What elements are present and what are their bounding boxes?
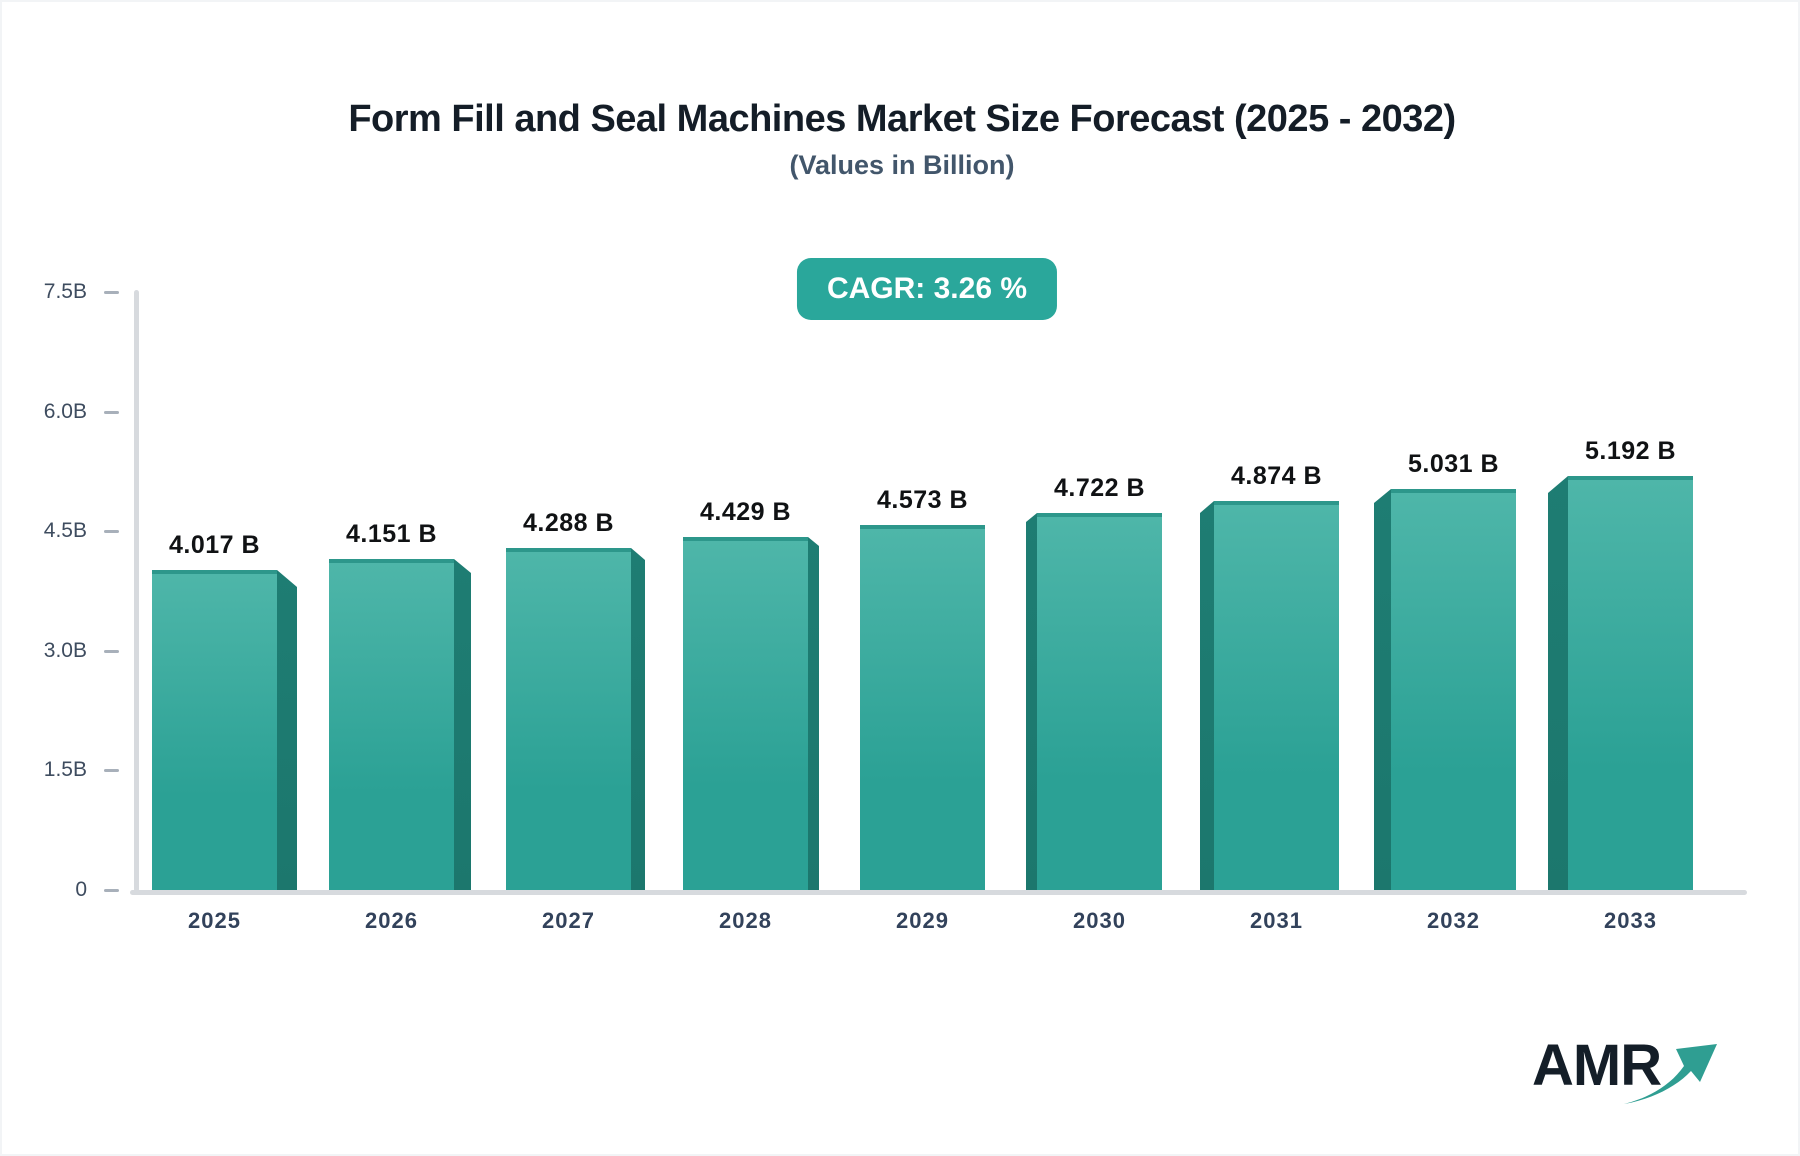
y-tick-dash: [104, 530, 119, 534]
bar-value-label: 4.573 B: [876, 486, 969, 514]
y-tick-label: 3.0B: [43, 638, 87, 662]
bar-value-label: 4.722 B: [1053, 474, 1146, 502]
bar-value-label: 4.874 B: [1230, 462, 1323, 490]
y-tick-label: 1.5B: [43, 758, 87, 782]
bar-front-2030: [1037, 513, 1162, 890]
bar-side-2026: [454, 559, 471, 890]
bar-side-2027: [631, 548, 645, 890]
y-tick-dash: [104, 889, 119, 892]
y-tick-label: 6.0B: [43, 399, 87, 423]
bar-side-2033: [1548, 476, 1568, 890]
chart-subtitle: (Values in Billion): [789, 150, 1015, 180]
amr-logo-text: AMR: [1532, 1033, 1662, 1098]
bar-value-label: 4.429 B: [699, 498, 792, 526]
bar-side-2031: [1200, 501, 1214, 890]
bar-side-2032: [1374, 489, 1391, 890]
bar-value-label: 4.288 B: [522, 509, 615, 537]
x-tick-label: 2032: [1427, 908, 1480, 933]
x-tick-label: 2028: [719, 908, 772, 933]
x-tick-label: 2026: [365, 908, 418, 933]
bar-front-2029: [860, 525, 985, 890]
bar-value-label: 4.017 B: [168, 531, 261, 559]
growth-arrow-icon: [1624, 1044, 1717, 1104]
bar-side-2025: [277, 570, 297, 890]
x-tick-label: 2025: [188, 908, 241, 933]
chart-title: Form Fill and Seal Machines Market Size …: [348, 98, 1456, 140]
y-tick-dash: [104, 410, 119, 414]
bar-value-label: 5.192 B: [1584, 437, 1677, 465]
y-tick-dash: [104, 769, 119, 773]
y-tick-label: 4.5B: [43, 519, 87, 543]
bar-front-2033: [1568, 476, 1693, 890]
bar-side-2028: [808, 537, 819, 890]
bar-front-2026: [329, 559, 454, 890]
x-tick-label: 2029: [896, 908, 949, 933]
x-tick-label: 2027: [542, 908, 595, 933]
bar-side-2030: [1026, 513, 1037, 890]
bar-front-2032: [1391, 489, 1516, 890]
cagr-badge: CAGR: 3.26 %: [796, 258, 1058, 320]
bar-chart: 7.5B 6.0B 4.5B 3.0B 1.5B 0 4.017 B 2025 4.151 B…: [44, 280, 1754, 933]
bar-front-2025: [152, 570, 277, 890]
y-tick-dash: [104, 291, 119, 294]
y-axis-line: [134, 290, 139, 892]
bar-value-label: 5.031 B: [1407, 450, 1500, 478]
bar-front-2028: [683, 537, 808, 890]
x-tick-label: 2033: [1604, 908, 1657, 933]
x-tick-label: 2031: [1250, 908, 1303, 933]
x-tick-label: 2030: [1073, 908, 1126, 933]
y-tick-dash: [104, 649, 119, 653]
y-tick-label: 0: [75, 878, 87, 901]
y-tick-label: 7.5B: [43, 280, 87, 303]
bar-value-label: 4.151 B: [345, 520, 438, 548]
amr-logo: AMR: [1532, 1030, 1752, 1120]
x-axis-line: [130, 890, 1747, 895]
bar-front-2027: [506, 548, 631, 890]
bar-front-2031: [1214, 501, 1339, 890]
